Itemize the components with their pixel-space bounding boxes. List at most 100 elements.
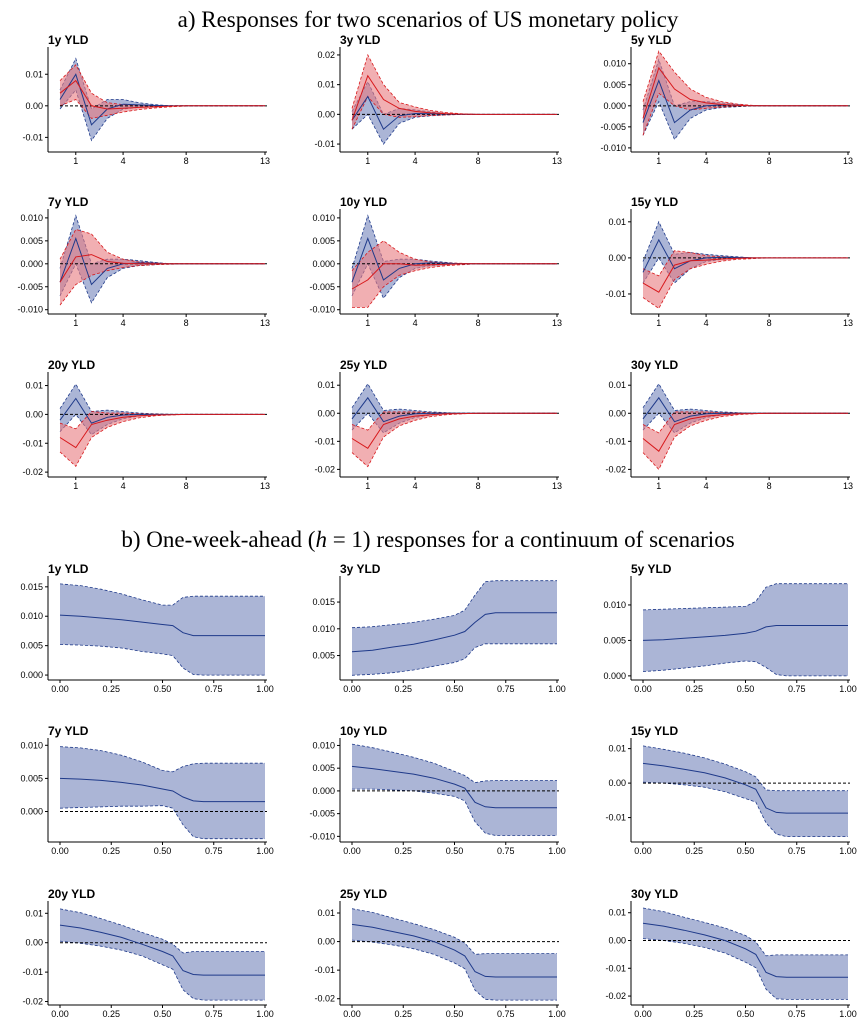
- panel-a-3-ytick-label: -0.010: [600, 143, 626, 153]
- panel-a-4-ytick-label: 0.000: [20, 259, 43, 269]
- panel-b-8-xtick-label: 0.25: [394, 1009, 412, 1019]
- panel-b-2-xtick-label: 0.75: [497, 684, 515, 694]
- panel-b-4-xtick-label: 0.50: [154, 846, 172, 856]
- panel-a-4-xtick-label: 8: [184, 318, 189, 328]
- panel-a-7-title: 20y YLD: [48, 358, 95, 372]
- panel-b-8-title: 25y YLD: [340, 887, 387, 901]
- panel-b-7-ytick-label: -0.02: [22, 997, 43, 1007]
- panel-b-7-blue-mean: [59, 924, 265, 976]
- panel-b-6-blue-upper: [642, 745, 848, 792]
- panel-a-3-xtick-label: 1: [656, 156, 661, 166]
- panel-b-7: 20y YLD -0.02 -0.01 0.00 0.01 0.00 0.25 0.50 0.7…: [22, 887, 273, 1019]
- panel-a-7-red-lower: [59, 413, 265, 467]
- panel-a-7-blue-upper: [59, 383, 265, 415]
- panel-a-3-red-mean: [642, 66, 848, 119]
- panel-b-1-ytick-label: 0.010: [20, 611, 43, 621]
- panel-a-2-red-band: [352, 54, 557, 130]
- panel-a-4-xtick-label: 4: [121, 318, 126, 328]
- panel-a-5-xtick-label: 1: [365, 318, 370, 328]
- panel-a-9: 30y YLD -0.02 -0.01 0.00 0.01 1 4 8 13: [605, 358, 853, 491]
- panel-a-6-xtick-label: 4: [704, 318, 709, 328]
- panel-a-4-xtick-label: 1: [73, 318, 78, 328]
- panel-a-3-xtick-label: 8: [767, 156, 772, 166]
- panel-b-3-xtick-label: 0.75: [788, 684, 806, 694]
- panel-b-5-blue-upper: [351, 743, 557, 784]
- panel-b-2-blue-mean: [351, 612, 557, 653]
- panel-a-7: 20y YLD -0.02 -0.01 0.00 0.01 1 4 8 13: [22, 358, 270, 491]
- panel-b-2-ytick-label: 0.015: [312, 597, 335, 607]
- panel-a-6-red-band: [643, 250, 848, 309]
- panel-a-3-ytick-label: -0.005: [600, 122, 626, 132]
- panel-b-5: 10y YLD -0.010 -0.005 0.000 0.005 0.010 0.00 0.…: [309, 724, 565, 856]
- panel-a-5-red-mean: [351, 263, 557, 290]
- panel-a-7-ytick-label: 0.00: [25, 409, 43, 419]
- panel-b-3-ytick-label: 0.005: [603, 635, 626, 645]
- panel-a-6-ytick-label: 0.00: [608, 253, 626, 263]
- panel-a-4-ytick-label: -0.010: [17, 305, 43, 315]
- panel-b-6-ytick-label: -0.01: [605, 813, 626, 823]
- panel-a-3-ytick-label: 0.000: [603, 101, 626, 111]
- panel-a-3-ytick-label: 0.005: [603, 80, 626, 90]
- panel-b-2-blue-band: [352, 580, 557, 676]
- panel-b-9-blue-upper: [642, 907, 848, 957]
- panel-b-1-xtick-label: 0.00: [51, 684, 69, 694]
- panel-b-2-title: 3y YLD: [340, 562, 381, 576]
- panel-b-9: 30y YLD -0.02 -0.01 0.00 0.01 0.00 0.25 0.50 0.7…: [605, 887, 856, 1019]
- panel-b-1-ytick-label: 0.000: [20, 670, 43, 680]
- panel-b-5-ytick-label: 0.005: [312, 763, 335, 773]
- panel-b-6-xtick-label: 1.00: [839, 846, 857, 856]
- panel-a-5-xtick-label: 13: [552, 318, 562, 328]
- panel-b-5-blue-lower: [352, 788, 557, 836]
- panel-b-8-xtick-label: 1.00: [548, 1009, 566, 1019]
- panel-a-2-ytick-label: -0.01: [314, 139, 335, 149]
- panel-b-9-ytick-label: -0.01: [605, 963, 626, 973]
- panel-b-4-blue-mean: [59, 777, 265, 803]
- panel-b-7-ytick-label: -0.01: [22, 967, 43, 977]
- panel-a-5-ytick-label: 0.000: [312, 259, 335, 269]
- panel-b-9-ytick-label: 0.01: [608, 908, 626, 918]
- panel-b-4-title: 7y YLD: [48, 724, 89, 738]
- panel-b-6-ytick-label: 0.01: [608, 744, 626, 754]
- panel-b-4-xtick-label: 0.00: [51, 846, 69, 856]
- panel-a-6: 15y YLD -0.01 0.00 0.01 1 4 8 13: [605, 195, 853, 328]
- panel-b-2-xtick-label: 0.25: [394, 684, 412, 694]
- panel-a-4-ytick-label: 0.005: [20, 236, 43, 246]
- panel-b-8-ytick-label: 0.00: [317, 937, 335, 947]
- panel-a-6-title: 15y YLD: [631, 195, 678, 209]
- panel-a-5-title: 10y YLD: [340, 195, 387, 209]
- panel-b-8-ytick-label: -0.02: [314, 994, 335, 1004]
- panel-b-2-ytick-label: 0.005: [312, 651, 335, 661]
- panel-b-6-blue-band: [643, 745, 848, 837]
- panel-a-7-ytick-label: -0.02: [22, 467, 43, 477]
- panel-a-4-red-band: [60, 229, 265, 306]
- panel-a-8-blue-upper: [351, 383, 557, 414]
- panel-b-6-blue-lower: [642, 781, 848, 837]
- panel-b-2-xtick-label: 0.50: [446, 684, 464, 694]
- panel-a-7-xtick-label: 4: [121, 481, 126, 491]
- panel-a-9-ytick-label: 0.00: [608, 408, 626, 418]
- panel-a-2-xtick-label: 1: [365, 156, 370, 166]
- panel-a-8-xtick-label: 13: [552, 481, 562, 491]
- panel-a-2-xtick-label: 13: [552, 156, 562, 166]
- panel-a-7-xtick-label: 1: [73, 481, 78, 491]
- panel-b-6-xtick-label: 0.75: [788, 846, 806, 856]
- panel-a-7-xtick-label: 8: [184, 481, 189, 491]
- panel-b-5-xtick-label: 0.00: [343, 846, 361, 856]
- panel-b-3-blue-upper: [642, 583, 848, 611]
- panel-a-1-ytick-label: -0.01: [22, 132, 43, 142]
- panel-a-5-xtick-label: 8: [476, 318, 481, 328]
- panel-b-3-xtick-label: 1.00: [839, 684, 857, 694]
- panel-b-5-blue-mean: [351, 765, 557, 809]
- panel-b-7-blue-upper: [59, 908, 265, 954]
- panel-a-7-ytick-label: 0.01: [25, 381, 43, 391]
- panel-a-1-ytick-label: 0.01: [25, 69, 43, 79]
- panel-b-4: 7y YLD 0.000 0.005 0.010 0.00 0.25 0.50 0.75 1.0…: [20, 724, 273, 856]
- panel-b-5-blue-band: [352, 744, 557, 836]
- panel-a-9-ytick-label: 0.01: [608, 380, 626, 390]
- panel-b-3-ytick-label: 0.000: [603, 671, 626, 681]
- panel-a-8-ytick-label: 0.01: [317, 380, 335, 390]
- panel-a-5-ytick-label: 0.010: [312, 213, 335, 223]
- panel-a-1-xtick-label: 1: [73, 156, 78, 166]
